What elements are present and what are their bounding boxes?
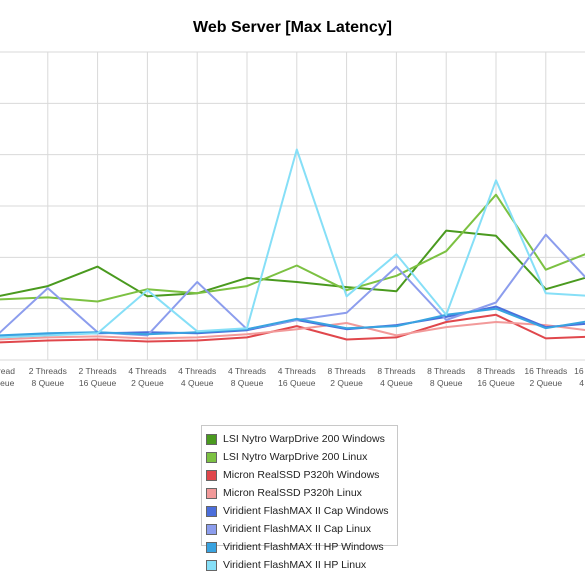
legend-label: Micron RealSSD P320h Windows bbox=[223, 469, 380, 481]
legend-label: LSI Nytro WarpDrive 200 Linux bbox=[223, 451, 368, 463]
legend-label: Viridient FlashMAX II Cap Windows bbox=[223, 505, 389, 517]
line-chart: 1 Thread 1 Queue 2 Threads 8 Queue 2 Threads… bbox=[0, 51, 585, 388]
series-line-4 bbox=[0, 321, 585, 341]
legend-swatch bbox=[206, 469, 217, 481]
legend-swatch bbox=[206, 505, 217, 517]
x-tick-label: 16 Queue bbox=[79, 378, 117, 388]
x-tick-label: 4 Threads bbox=[128, 366, 166, 376]
x-tick-label: 8 Threads bbox=[477, 366, 515, 376]
x-tick-label: 16 Threads bbox=[574, 366, 585, 376]
chart-legend: LSI Nytro WarpDrive 200 Windows LSI Nytro… bbox=[201, 425, 398, 571]
legend-item-8: Viridient FlashMAX II HP Linux bbox=[206, 556, 397, 574]
series-line-8 bbox=[0, 148, 585, 339]
x-tick-label: 8 Threads bbox=[377, 366, 415, 376]
x-tick-label: 2 Queue bbox=[529, 378, 562, 388]
x-tick-label: 16 Threads bbox=[524, 366, 567, 376]
x-tick-label: 8 Threads bbox=[328, 366, 366, 376]
legend-swatch bbox=[206, 451, 217, 463]
legend-swatch bbox=[206, 559, 217, 571]
legend-swatch bbox=[206, 487, 217, 499]
x-tick-label: 2 Threads bbox=[79, 366, 117, 376]
legend-swatch bbox=[206, 523, 217, 535]
x-tick-label: 4 Threads bbox=[278, 366, 316, 376]
x-tick-label: 4 Queue bbox=[380, 378, 413, 388]
legend-item-5: Viridient FlashMAX II Cap Windows bbox=[206, 502, 397, 520]
x-tick-label: 8 Queue bbox=[31, 378, 64, 388]
x-tick-label: 16 Queue bbox=[477, 378, 515, 388]
legend-item-1: LSI Nytro WarpDrive 200 Windows bbox=[206, 430, 397, 448]
chart-title: Web Server [Max Latency] bbox=[193, 19, 392, 36]
legend-label: Viridient FlashMAX II Cap Linux bbox=[223, 523, 372, 535]
x-tick-label: 1 Thread bbox=[0, 366, 15, 376]
legend-swatch bbox=[206, 433, 217, 445]
legend-item-6: Viridient FlashMAX II Cap Linux bbox=[206, 520, 397, 538]
legend-item-3: Micron RealSSD P320h Windows bbox=[206, 466, 397, 484]
x-tick-label: 4 Threads bbox=[228, 366, 266, 376]
legend-label: LSI Nytro WarpDrive 200 Windows bbox=[223, 433, 385, 445]
x-tick-label: 1 Queue bbox=[0, 378, 15, 388]
x-tick-label: 8 Threads bbox=[427, 366, 465, 376]
x-tick-label: 4 Queue bbox=[579, 378, 585, 388]
legend-item-7: Viridient FlashMAX II HP Windows bbox=[206, 538, 397, 556]
x-tick-label: 4 Queue bbox=[181, 378, 214, 388]
x-tick-label: 8 Queue bbox=[231, 378, 264, 388]
series-line-3 bbox=[0, 313, 585, 344]
legend-label: Viridient FlashMAX II HP Windows bbox=[223, 541, 384, 553]
x-tick-label: 2 Queue bbox=[131, 378, 164, 388]
x-tick-label: 16 Queue bbox=[278, 378, 316, 388]
series-line-2 bbox=[0, 193, 585, 303]
legend-item-2: LSI Nytro WarpDrive 200 Linux bbox=[206, 448, 397, 466]
series-line-1 bbox=[0, 229, 585, 298]
x-tick-label: 4 Threads bbox=[178, 366, 216, 376]
legend-swatch bbox=[206, 541, 217, 553]
legend-item-4: Micron RealSSD P320h Linux bbox=[206, 484, 397, 502]
x-tick-label: 2 Threads bbox=[29, 366, 67, 376]
x-tick-label: 2 Queue bbox=[330, 378, 363, 388]
legend-label: Micron RealSSD P320h Linux bbox=[223, 487, 362, 499]
x-tick-label: 8 Queue bbox=[430, 378, 463, 388]
legend-label: Viridient FlashMAX II HP Linux bbox=[223, 559, 367, 571]
